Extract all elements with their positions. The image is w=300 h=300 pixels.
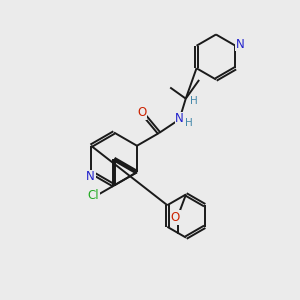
Text: N: N xyxy=(86,170,95,183)
Text: H: H xyxy=(185,118,193,128)
Text: H: H xyxy=(190,96,198,106)
Text: N: N xyxy=(175,112,184,125)
Text: Cl: Cl xyxy=(88,189,99,202)
Text: O: O xyxy=(137,106,147,119)
Text: O: O xyxy=(171,211,180,224)
Text: N: N xyxy=(236,38,244,51)
